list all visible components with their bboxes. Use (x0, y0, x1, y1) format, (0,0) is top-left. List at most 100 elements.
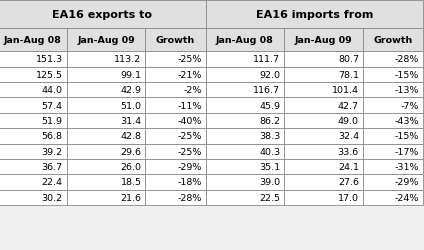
Text: 57.4: 57.4 (42, 101, 63, 110)
Bar (67, 28, 145, 52)
Bar (145, 52, 206, 67)
Text: -18%: -18% (177, 178, 201, 187)
Text: 30.2: 30.2 (42, 193, 63, 202)
Bar (145, 128, 206, 144)
Text: -15%: -15% (395, 70, 419, 80)
Text: 22.5: 22.5 (259, 193, 280, 202)
Text: 29.6: 29.6 (120, 147, 142, 156)
Text: -11%: -11% (177, 101, 201, 110)
Bar (284, 174, 363, 190)
Bar (363, 128, 423, 144)
Text: 22.4: 22.4 (42, 178, 63, 187)
Text: -28%: -28% (177, 193, 201, 202)
Text: Jan-Aug 09: Jan-Aug 09 (295, 36, 352, 45)
Text: 113.2: 113.2 (114, 55, 142, 64)
Text: Jan-Aug 09: Jan-Aug 09 (77, 36, 135, 45)
Text: 21.6: 21.6 (120, 193, 142, 202)
Bar (363, 83, 423, 98)
Bar (206, 28, 284, 52)
Bar (284, 113, 363, 128)
Bar (67, 83, 145, 98)
Bar (363, 159, 423, 174)
Bar (0, 98, 67, 113)
Text: 49.0: 49.0 (338, 116, 359, 126)
Text: -21%: -21% (177, 70, 201, 80)
Text: 78.1: 78.1 (338, 70, 359, 80)
Text: -43%: -43% (394, 116, 419, 126)
Text: 44.0: 44.0 (42, 86, 63, 95)
Text: 24.1: 24.1 (338, 162, 359, 172)
Text: 42.8: 42.8 (120, 132, 142, 141)
Bar (145, 113, 206, 128)
Text: -15%: -15% (395, 132, 419, 141)
Text: 101.4: 101.4 (332, 86, 359, 95)
Text: 38.3: 38.3 (259, 132, 280, 141)
Text: -40%: -40% (177, 116, 201, 126)
Bar (206, 190, 284, 205)
Bar (206, 113, 284, 128)
Text: Jan-Aug 08: Jan-Aug 08 (4, 36, 62, 45)
Bar (206, 159, 284, 174)
Bar (206, 1, 423, 28)
Text: EA16 exports to: EA16 exports to (52, 10, 152, 20)
Text: EA16 imports from: EA16 imports from (256, 10, 373, 20)
Text: 51.9: 51.9 (42, 116, 63, 126)
Text: 42.9: 42.9 (120, 86, 142, 95)
Bar (0, 52, 67, 67)
Text: 125.5: 125.5 (36, 70, 63, 80)
Bar (206, 67, 284, 83)
Text: 151.3: 151.3 (36, 55, 63, 64)
Text: Jan-Aug 08: Jan-Aug 08 (216, 36, 274, 45)
Text: 27.6: 27.6 (338, 178, 359, 187)
Bar (363, 52, 423, 67)
Bar (0, 144, 67, 159)
Bar (0, 113, 67, 128)
Text: -25%: -25% (177, 132, 201, 141)
Text: -25%: -25% (177, 147, 201, 156)
Bar (145, 28, 206, 52)
Bar (67, 190, 145, 205)
Text: 39.0: 39.0 (259, 178, 280, 187)
Bar (284, 52, 363, 67)
Bar (363, 67, 423, 83)
Bar (0, 159, 67, 174)
Bar (67, 128, 145, 144)
Text: 18.5: 18.5 (120, 178, 142, 187)
Bar (0, 174, 67, 190)
Text: 86.2: 86.2 (259, 116, 280, 126)
Text: 26.0: 26.0 (120, 162, 142, 172)
Text: 92.0: 92.0 (259, 70, 280, 80)
Bar (363, 113, 423, 128)
Text: 31.4: 31.4 (120, 116, 142, 126)
Bar (206, 174, 284, 190)
Bar (145, 159, 206, 174)
Text: 32.4: 32.4 (338, 132, 359, 141)
Bar (284, 28, 363, 52)
Text: 116.7: 116.7 (253, 86, 280, 95)
Bar (206, 128, 284, 144)
Bar (363, 174, 423, 190)
Bar (284, 83, 363, 98)
Text: -24%: -24% (395, 193, 419, 202)
Bar (145, 67, 206, 83)
Text: Growth: Growth (373, 36, 413, 45)
Text: 33.6: 33.6 (338, 147, 359, 156)
Text: -28%: -28% (395, 55, 419, 64)
Bar (284, 190, 363, 205)
Bar (0, 67, 67, 83)
Text: 35.1: 35.1 (259, 162, 280, 172)
Bar (206, 83, 284, 98)
Bar (67, 159, 145, 174)
Bar (0, 190, 67, 205)
Text: -7%: -7% (401, 101, 419, 110)
Text: 56.8: 56.8 (42, 132, 63, 141)
Bar (0, 1, 206, 28)
Bar (0, 28, 67, 52)
Text: -13%: -13% (394, 86, 419, 95)
Text: 45.9: 45.9 (259, 101, 280, 110)
Bar (67, 144, 145, 159)
Text: 51.0: 51.0 (120, 101, 142, 110)
Bar (0, 128, 67, 144)
Bar (284, 98, 363, 113)
Text: -29%: -29% (177, 162, 201, 172)
